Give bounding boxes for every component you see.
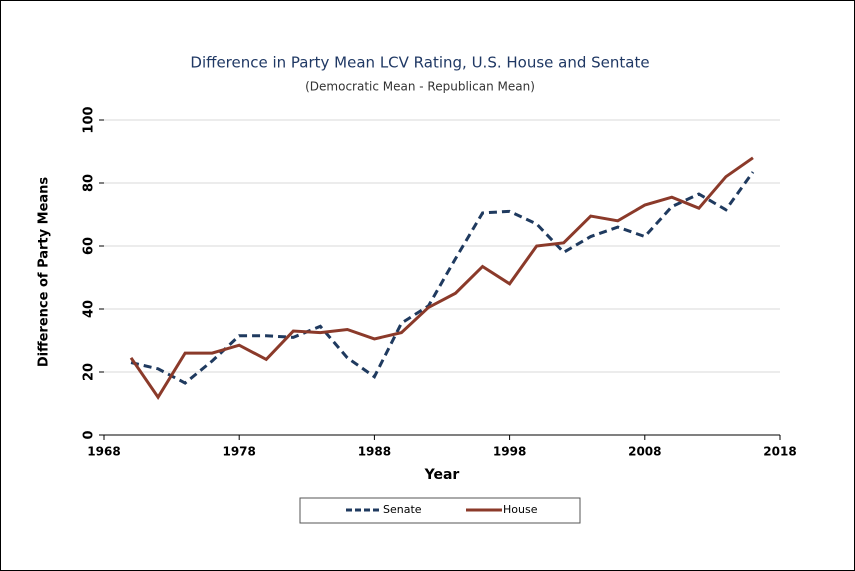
y-tick-label: 100 <box>82 106 97 133</box>
line-series <box>130 171 755 385</box>
y-tick-label: 60 <box>82 237 97 255</box>
y-axis-label: Difference of Party Means <box>37 177 52 368</box>
x-tick-label: 1968 <box>87 445 120 459</box>
line-series <box>129 156 754 400</box>
y-tick-label: 80 <box>82 174 97 192</box>
legend-label: Senate <box>383 503 422 516</box>
chart-subtitle: (Democratic Mean - Republican Mean) <box>305 80 535 94</box>
chart-title: Difference in Party Mean LCV Rating, U.S… <box>190 54 649 72</box>
x-axis-label: Year <box>424 467 460 483</box>
y-tick-label: 0 <box>82 430 97 439</box>
y-tick-label: 20 <box>82 363 97 381</box>
x-tick-label: 2018 <box>763 445 796 459</box>
x-tick-label: 1978 <box>222 445 255 459</box>
legend <box>299 497 581 524</box>
x-tick-label: 1998 <box>493 445 526 459</box>
y-tick-label: 40 <box>82 300 97 318</box>
x-tick-label: 2008 <box>628 445 661 459</box>
x-tick-label: 1988 <box>358 445 391 459</box>
legend-label: House <box>503 503 538 516</box>
